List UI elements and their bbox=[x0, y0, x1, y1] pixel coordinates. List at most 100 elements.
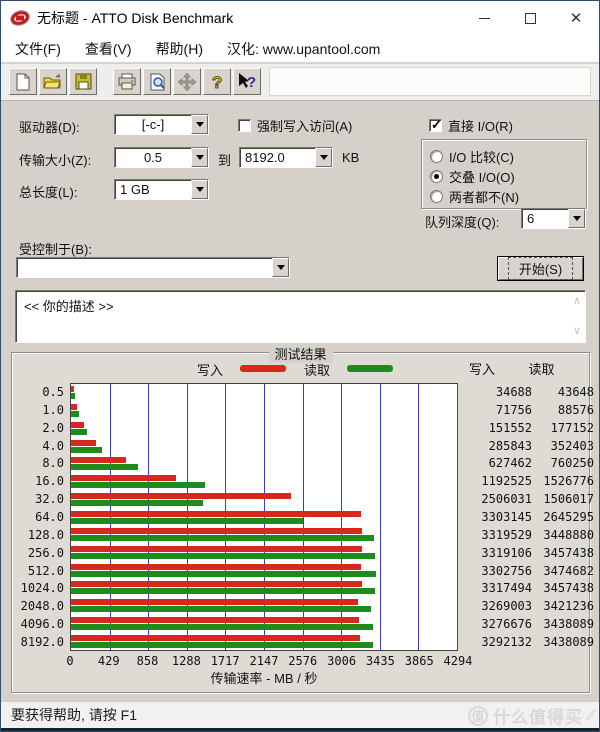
total-length-label: 总长度(L): bbox=[19, 185, 78, 200]
chevron-down-icon bbox=[195, 122, 204, 127]
result-row: 3292132 3438089 bbox=[432, 633, 594, 651]
y-tick-label: 2048.0 bbox=[20, 599, 64, 614]
radio-neither[interactable]: 两者都不(N) bbox=[430, 187, 519, 206]
help-button[interactable]: ? bbox=[203, 68, 231, 95]
radio-dot bbox=[430, 190, 443, 203]
read-column-header: 读取 bbox=[528, 362, 555, 377]
y-tick-label: 2.0 bbox=[42, 420, 64, 435]
write-value: 3319106 bbox=[481, 545, 532, 560]
transfer-size-to-value: 8192.0 bbox=[245, 150, 285, 165]
read-value: 3457438 bbox=[543, 545, 594, 560]
start-button-label: 开始(S) bbox=[507, 257, 574, 280]
read-value: 2645295 bbox=[543, 509, 594, 524]
maximize-button[interactable] bbox=[507, 1, 553, 35]
write-bar bbox=[71, 492, 291, 499]
gridline bbox=[341, 384, 343, 650]
write-bar bbox=[71, 404, 78, 411]
move-button[interactable] bbox=[173, 68, 201, 95]
gridline bbox=[186, 384, 188, 650]
queue-depth-label: 队列深度(Q): bbox=[425, 215, 500, 230]
read-bar bbox=[71, 428, 87, 435]
transfer-size-to-select[interactable]: 8192.0 bbox=[239, 147, 333, 168]
chevron-down-icon bbox=[195, 187, 204, 192]
watermark-badge: 值 bbox=[467, 705, 488, 726]
x-tick-label: 4294 bbox=[443, 654, 473, 668]
client-area: 驱动器(D): [-c-] 强制写入访问(A) 直接 I/O(R) 传输大小(Z… bbox=[1, 101, 599, 701]
read-bar bbox=[71, 517, 304, 524]
read-value: 760250 bbox=[550, 456, 594, 471]
chart-row bbox=[71, 419, 457, 437]
x-tick-label: 3006 bbox=[327, 654, 357, 668]
help-icon: ? bbox=[212, 73, 223, 91]
write-value: 3319529 bbox=[481, 527, 532, 542]
write-bar bbox=[71, 634, 360, 641]
open-file-button[interactable] bbox=[39, 68, 67, 95]
transfer-size-from-select[interactable]: 0.5 bbox=[114, 147, 209, 168]
read-bar bbox=[71, 464, 138, 471]
read-value: 3438089 bbox=[543, 617, 594, 632]
total-length-value: 1 GB bbox=[120, 182, 150, 197]
scroll-up-icon[interactable]: ∧ bbox=[572, 295, 581, 307]
result-row: 71756 88576 bbox=[432, 401, 594, 419]
scroll-down-icon[interactable]: ∨ bbox=[572, 325, 581, 337]
controlled-by-select[interactable] bbox=[16, 257, 290, 278]
description-field[interactable]: << 你的描述 >> ∧ ∨ bbox=[15, 290, 586, 343]
close-button[interactable]: ✕ bbox=[553, 1, 599, 35]
start-button[interactable]: 开始(S) bbox=[497, 256, 584, 281]
chevron-down-icon bbox=[195, 155, 204, 160]
chart-row bbox=[71, 526, 457, 544]
controlled-by-dropdown-button[interactable] bbox=[272, 258, 289, 277]
y-tick-label: 0.5 bbox=[42, 384, 64, 399]
toolbar: ? ? bbox=[1, 64, 599, 101]
queue-depth-value: 6 bbox=[527, 211, 535, 226]
read-bar bbox=[71, 570, 377, 577]
legend-write-swatch bbox=[240, 365, 286, 372]
chart-row bbox=[71, 597, 457, 615]
write-value: 71756 bbox=[495, 402, 532, 417]
minimize-button[interactable] bbox=[461, 1, 507, 35]
transfer-from-dropdown-button[interactable] bbox=[191, 148, 208, 167]
y-tick-label: 128.0 bbox=[27, 527, 64, 542]
force-write-checkbox[interactable]: 强制写入访问(A) bbox=[238, 116, 352, 135]
queue-depth-dropdown-button[interactable] bbox=[568, 209, 585, 228]
print-preview-button[interactable] bbox=[143, 68, 171, 95]
menu-file[interactable]: 文件(F) bbox=[15, 40, 61, 57]
gridline bbox=[109, 384, 111, 650]
read-bar bbox=[71, 393, 75, 400]
total-length-dropdown-button[interactable] bbox=[191, 180, 208, 199]
menu-view[interactable]: 查看(V) bbox=[84, 40, 132, 57]
drive-dropdown-button[interactable] bbox=[191, 115, 208, 134]
context-help-button[interactable]: ? bbox=[233, 68, 261, 95]
radio-io-compare[interactable]: I/O 比较(C) bbox=[430, 147, 514, 166]
write-bar bbox=[71, 599, 358, 606]
radio-overlapped-io[interactable]: 交叠 I/O(O) bbox=[430, 167, 515, 186]
checkbox-box bbox=[429, 117, 442, 133]
chart-row bbox=[71, 615, 457, 633]
save-button[interactable] bbox=[69, 68, 97, 95]
read-value: 177152 bbox=[550, 420, 594, 435]
new-file-button[interactable] bbox=[9, 68, 37, 95]
menu-help[interactable]: 帮助(H) bbox=[155, 40, 203, 57]
transfer-to-dropdown-button[interactable] bbox=[315, 148, 332, 167]
read-bar bbox=[71, 535, 374, 542]
read-bar bbox=[71, 499, 204, 506]
y-tick-label: 8.0 bbox=[42, 456, 64, 471]
description-text: << 你的描述 >> bbox=[24, 299, 114, 314]
y-tick-label: 4096.0 bbox=[20, 617, 64, 632]
total-length-select[interactable]: 1 GB bbox=[114, 179, 209, 200]
queue-depth-select[interactable]: 6 bbox=[521, 208, 586, 229]
radio-io-compare-label: I/O 比较(C) bbox=[449, 150, 514, 165]
read-bar bbox=[71, 446, 102, 453]
read-value: 1506017 bbox=[543, 492, 594, 507]
result-row: 2506031 1506017 bbox=[432, 490, 594, 508]
gridline bbox=[302, 384, 304, 650]
read-bar bbox=[71, 552, 375, 559]
drive-select[interactable]: [-c-] bbox=[114, 114, 209, 135]
x-axis-title: 传输速率 - MB / 秒 bbox=[210, 671, 318, 686]
write-value: 3302756 bbox=[481, 563, 532, 578]
print-button[interactable] bbox=[113, 68, 141, 95]
write-value: 285843 bbox=[488, 438, 532, 453]
direct-io-checkbox[interactable]: 直接 I/O(R) bbox=[429, 116, 513, 135]
result-row: 3302756 3474682 bbox=[432, 562, 594, 580]
x-tick-label: 3865 bbox=[404, 654, 434, 668]
